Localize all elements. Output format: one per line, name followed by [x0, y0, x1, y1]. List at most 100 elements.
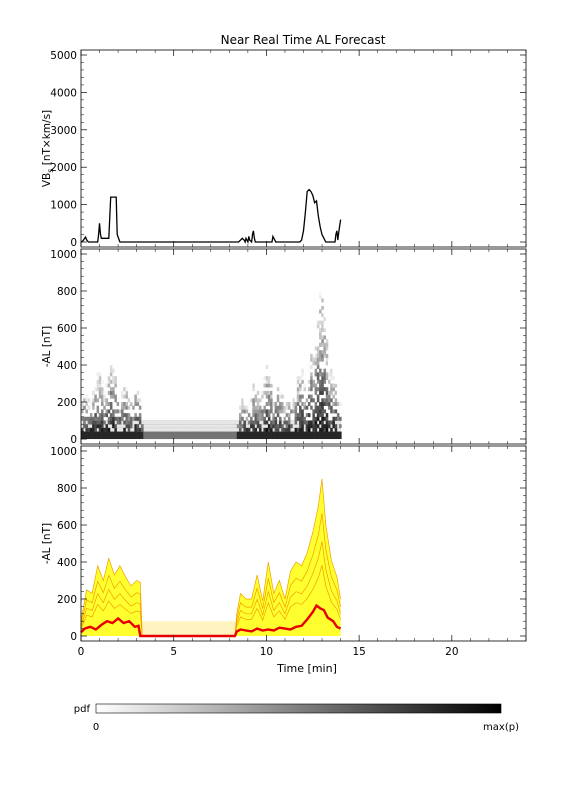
- pdf-cell: [265, 394, 269, 399]
- pdf-cell: [267, 398, 271, 403]
- pdf-cell: [114, 416, 117, 421]
- pdf-cell: [125, 394, 129, 399]
- pdf-cell: [310, 372, 313, 377]
- pdf-cell: [241, 402, 244, 406]
- pdf-cell: [330, 420, 333, 425]
- pdf-cell: [292, 431, 295, 439]
- pdf-cell: [267, 431, 271, 439]
- pdf-cell: [270, 405, 273, 410]
- pdf-cell: [276, 409, 280, 414]
- pdf-cell: [339, 416, 342, 421]
- pdf-cell: [138, 416, 142, 421]
- pdf-cell: [296, 416, 300, 421]
- pdf-cell: [256, 413, 260, 418]
- pdf-cell: [252, 427, 255, 432]
- pdf-cell: [107, 383, 111, 388]
- pdf-cell: [85, 427, 88, 432]
- pdf-cell: [296, 379, 300, 384]
- pdf-cell: [267, 390, 271, 395]
- pdf-cell: [316, 379, 320, 384]
- pdf-cell: [279, 420, 282, 425]
- plot-frame: [80, 49, 527, 248]
- pdf-cell: [170, 431, 173, 439]
- pdf-cell: [332, 409, 335, 414]
- pdf-cell: [156, 431, 160, 439]
- pdf-cell: [276, 431, 280, 439]
- pdf-cell: [118, 431, 122, 439]
- x-tick-label: 0: [78, 646, 85, 658]
- pdf-cell: [301, 409, 304, 414]
- pdf-cell: [305, 427, 309, 432]
- pdf-cell: [339, 402, 342, 406]
- pdf-cell: [323, 376, 327, 381]
- pdf-cell: [247, 413, 251, 418]
- pdf-cell: [323, 402, 327, 406]
- pdf-cell: [319, 379, 322, 384]
- pdf-cell: [123, 405, 126, 410]
- pdf-cell: [321, 298, 324, 303]
- pdf-cell: [327, 431, 331, 439]
- pdf-cell: [252, 402, 255, 406]
- pdf-cell: [294, 409, 298, 414]
- pdf-cell: [274, 409, 278, 414]
- y-tick-label: 600: [57, 323, 77, 335]
- pdf-cell: [141, 431, 144, 439]
- pdf-cell: [265, 413, 269, 418]
- pdf-cell: [114, 431, 117, 439]
- pdf-cell: [325, 390, 329, 395]
- pdf-cell: [109, 405, 113, 410]
- pdf-cell: [107, 379, 111, 384]
- pdf-cell: [274, 420, 278, 425]
- y-axis-label-unit: [nT×km/s]: [41, 110, 53, 169]
- pdf-cell: [238, 413, 242, 418]
- pdf-cell: [312, 357, 315, 362]
- pdf-cell: [263, 405, 266, 410]
- pdf-cell: [241, 405, 244, 410]
- pdf-cell: [279, 402, 282, 406]
- pdf-cell: [96, 405, 100, 410]
- pdf-cell: [136, 424, 140, 429]
- pdf-cell: [125, 431, 129, 439]
- pdf-cell: [274, 427, 278, 432]
- pdf-cell: [109, 394, 113, 399]
- pdf-cell: [307, 424, 311, 429]
- pdf-cell: [210, 431, 213, 439]
- pdf-cell: [265, 402, 269, 406]
- y-axis-label: -AL [nT]: [41, 523, 53, 564]
- pdf-cell: [310, 387, 313, 392]
- pdf-cell: [323, 316, 327, 321]
- pdf-cell: [330, 409, 333, 414]
- pdf-cell: [301, 420, 304, 425]
- pdf-cell: [314, 346, 318, 351]
- pdf-cell: [105, 402, 108, 406]
- pdf-cell: [325, 416, 329, 421]
- pdf-cell: [259, 398, 262, 403]
- y-tick-label: 400: [57, 557, 77, 569]
- pdf-cell: [265, 376, 269, 381]
- pdf-cell: [312, 431, 315, 439]
- pdf-cell: [125, 413, 129, 418]
- pdf-cell: [254, 398, 258, 403]
- pdf-cell: [316, 387, 320, 392]
- pdf-cell: [98, 413, 102, 418]
- pdf-cell: [321, 398, 324, 403]
- pdf-cell: [296, 383, 300, 388]
- pdf-cell: [321, 431, 324, 439]
- pdf-cell: [252, 387, 255, 392]
- pdf-cell: [301, 372, 304, 377]
- pdf-cell: [276, 424, 280, 429]
- pdf-cell: [225, 431, 229, 439]
- pdf-cell: [243, 424, 246, 429]
- pdf-cell: [321, 387, 324, 392]
- pdf-cell: [287, 424, 291, 429]
- pdf-cell: [281, 394, 284, 399]
- pdf-cell: [276, 427, 280, 432]
- pdf-cell: [323, 350, 327, 355]
- pdf-cell: [319, 335, 322, 340]
- pdf-cell: [241, 416, 244, 421]
- pdf-cell: [127, 413, 131, 418]
- pdf-cell: [105, 431, 108, 439]
- pdf-cell: [129, 398, 133, 403]
- pdf-cell: [319, 320, 322, 325]
- pdf-cell: [276, 405, 280, 410]
